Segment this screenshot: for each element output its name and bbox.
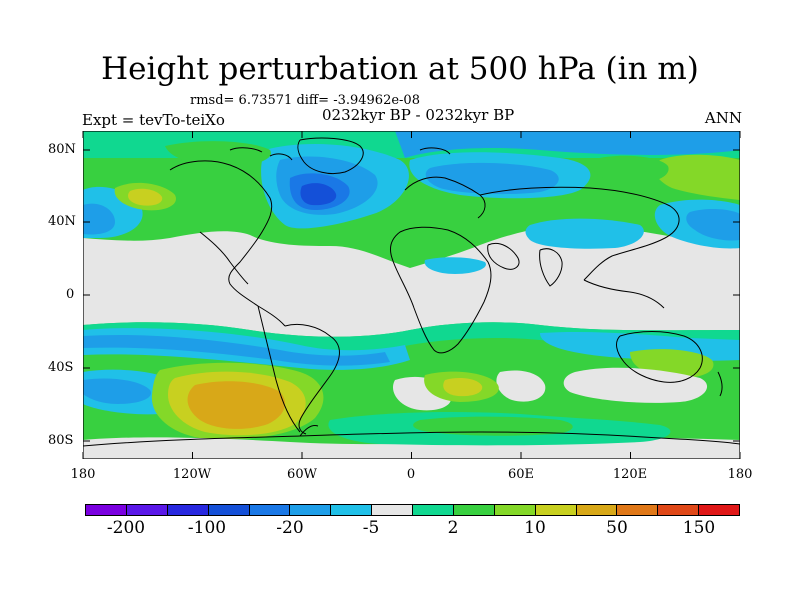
field-sh-neutral-gap-east	[496, 370, 546, 402]
colorbar-swatch	[413, 505, 454, 515]
colorbar-label: 10	[524, 518, 546, 538]
colorbar-label: 150	[682, 518, 716, 538]
coast-arabia	[487, 243, 520, 270]
field-sh-blue-pacific	[83, 334, 390, 366]
coast-europe	[404, 176, 486, 219]
field-eurasia-blue	[425, 162, 559, 195]
colorbar-label: -200	[106, 518, 146, 538]
coast-asia	[479, 186, 680, 281]
colorbar-swatch	[535, 505, 577, 515]
coastlines	[83, 137, 740, 447]
colorbar-swatch	[576, 505, 618, 515]
coast-india	[539, 248, 563, 287]
lat-label-80s: 80S	[48, 433, 74, 448]
lon-label-120w: 120W	[172, 467, 212, 482]
colorbar-swatch	[699, 505, 739, 515]
colorbar-label: -100	[187, 518, 227, 538]
field-arctic-green-east	[589, 155, 669, 184]
period-label: 0232kyr BP - 0232kyr BP	[322, 106, 515, 124]
colorbar	[85, 504, 740, 516]
field-greenland-green	[165, 141, 271, 167]
colorbar-swatch	[249, 505, 291, 515]
coast-southeast-asia	[583, 279, 665, 309]
height-field	[83, 131, 740, 459]
coast-central-america	[199, 231, 249, 285]
colorbar-label: -5	[362, 518, 380, 538]
colorbar-swatch	[658, 505, 700, 515]
axis-ticks	[82, 131, 741, 459]
field-asia-lightblue	[525, 218, 644, 249]
field-sh-neutral-east	[563, 367, 708, 403]
coast-antarctica	[83, 431, 740, 447]
colorbar-swatch	[290, 505, 332, 515]
coast-australia	[616, 331, 703, 383]
colorbar-swatch	[617, 505, 659, 515]
colorbar-label: 2	[447, 518, 459, 538]
colorbar-swatch	[86, 505, 127, 515]
coast-south-america	[284, 323, 340, 435]
lon-label-0: 0	[406, 467, 416, 482]
field-nh-greenland-blue	[395, 131, 740, 158]
field-sh-yellow-atlantic-core	[443, 378, 483, 397]
colorbar-swatch	[167, 505, 209, 515]
colorbar-swatch	[126, 505, 168, 515]
colorbar-swatch	[494, 505, 536, 515]
field-nh-yellow-west-core	[128, 188, 163, 206]
lat-label-40n: 40N	[48, 214, 76, 229]
field-sh-ochre-south-pacific	[187, 381, 286, 429]
coast-arctic-islands	[229, 147, 451, 161]
coast-south-america-west	[257, 305, 301, 433]
field-nh-blue-east	[686, 208, 740, 241]
colorbar-label: -20	[276, 518, 304, 538]
lon-label-180w: 180	[70, 467, 96, 482]
season-label: ANN	[704, 109, 742, 127]
lon-label-120e: 120E	[612, 467, 648, 482]
field-sh-blue-west	[83, 378, 151, 404]
lat-label-40s: 40S	[48, 360, 74, 375]
field-eq-lightblue-africa	[424, 257, 486, 274]
coast-africa	[389, 226, 492, 354]
lon-label-180e: 180	[727, 467, 753, 482]
coast-north-america	[169, 160, 286, 327]
rmsd-diff-stats: rmsd= 6.73571 diff= -3.94962e-08	[190, 93, 420, 108]
coast-new-zealand	[717, 371, 723, 397]
field-atlantic-core	[300, 183, 337, 206]
lon-label-60w: 60W	[287, 467, 317, 482]
colorbar-swatch	[331, 505, 373, 515]
colorbar-label: 50	[606, 518, 628, 538]
coast-antarctic-peninsula	[299, 425, 319, 437]
lon-label-60e: 60E	[507, 467, 535, 482]
lat-label-0: 0	[66, 287, 75, 302]
lat-label-80n: 80N	[48, 142, 76, 157]
map-title: Height perturbation at 500 hPa (in m)	[101, 51, 699, 87]
field-sh-green-antarctic	[413, 416, 573, 436]
field-nh-yellow-east	[654, 154, 740, 200]
experiment-label: Expt = tevTo-teiXo	[82, 111, 225, 129]
field-nh-blue-west	[83, 203, 115, 235]
colorbar-swatch	[372, 505, 413, 515]
coast-greenland	[297, 137, 364, 175]
colorbar-swatch	[208, 505, 250, 515]
colorbar-swatch	[453, 505, 495, 515]
